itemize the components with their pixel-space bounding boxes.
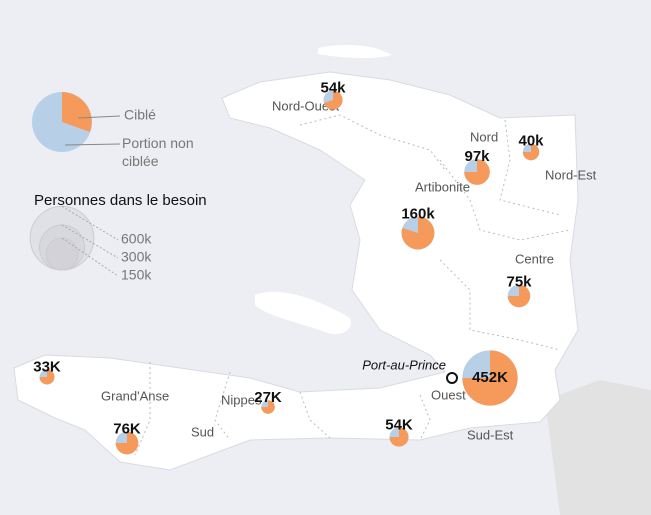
pie-targeted bbox=[522, 143, 540, 161]
pie-targeted bbox=[507, 284, 531, 308]
dominican-republic bbox=[545, 380, 651, 515]
department-borders bbox=[134, 114, 571, 456]
pie-targeted bbox=[39, 369, 55, 385]
bubble-label: 27K bbox=[254, 389, 282, 406]
pie-targeted bbox=[401, 216, 435, 250]
legend-size-circle bbox=[45, 237, 79, 271]
pie-targeted bbox=[462, 350, 518, 406]
region-label: Ouest bbox=[431, 387, 466, 402]
legend-size-label: 300k bbox=[121, 249, 152, 265]
legend-size-label: 600k bbox=[121, 231, 152, 247]
legend-pointer bbox=[64, 143, 121, 146]
bubble-label: 54k bbox=[320, 79, 346, 96]
pie-targeted bbox=[464, 159, 490, 185]
pie-targeted bbox=[115, 431, 139, 455]
haiti bbox=[13, 71, 579, 471]
region-label: Grand'Anse bbox=[101, 388, 169, 403]
legend-untargeted: Portion non ciblée bbox=[122, 135, 194, 169]
bubble-label: 97k bbox=[464, 148, 490, 165]
bubble-label: 160k bbox=[401, 206, 435, 223]
region-label: Nippes bbox=[221, 392, 262, 407]
legend: Ciblé Portion non ciblée Personnes dans … bbox=[29, 92, 207, 283]
pie-targeted bbox=[389, 427, 409, 447]
legend-size-leader bbox=[61, 205, 119, 241]
region-label: Nord-Ouest bbox=[272, 98, 340, 113]
region-label: Nord-Est bbox=[545, 167, 597, 182]
region-label: Centre bbox=[515, 251, 554, 266]
capital-marker bbox=[446, 372, 458, 384]
legend-targeted: Ciblé bbox=[124, 107, 156, 123]
region-label: Artibonite bbox=[415, 179, 470, 194]
bubble-label: 54K bbox=[385, 416, 413, 433]
capital-label: Port-au-Prince bbox=[362, 357, 446, 372]
legend-pie-wedge bbox=[62, 92, 92, 132]
region-label: Sud bbox=[191, 424, 214, 439]
tortuga-island bbox=[318, 44, 392, 58]
region-label: Sud-Est bbox=[467, 427, 514, 442]
bubble-label: 33K bbox=[33, 359, 61, 376]
legend-size-title: Personnes dans le besoin bbox=[34, 192, 207, 209]
legend-size-leader bbox=[61, 237, 119, 277]
region-label: Nord bbox=[470, 129, 498, 144]
bubble-label: 40k bbox=[518, 133, 544, 150]
gonave-island bbox=[255, 291, 351, 335]
bubble-label: 76K bbox=[113, 421, 141, 438]
pie-targeted bbox=[261, 400, 275, 414]
legend-pointer bbox=[77, 115, 121, 119]
legend-size-leader bbox=[61, 224, 119, 259]
pie-targeted bbox=[323, 90, 343, 110]
bubble-label: 452K bbox=[472, 369, 508, 386]
legend-size-label: 150k bbox=[121, 267, 152, 283]
bubble-label: 75k bbox=[506, 274, 532, 291]
legend-untargeted-box: Portion non ciblée bbox=[122, 135, 194, 169]
